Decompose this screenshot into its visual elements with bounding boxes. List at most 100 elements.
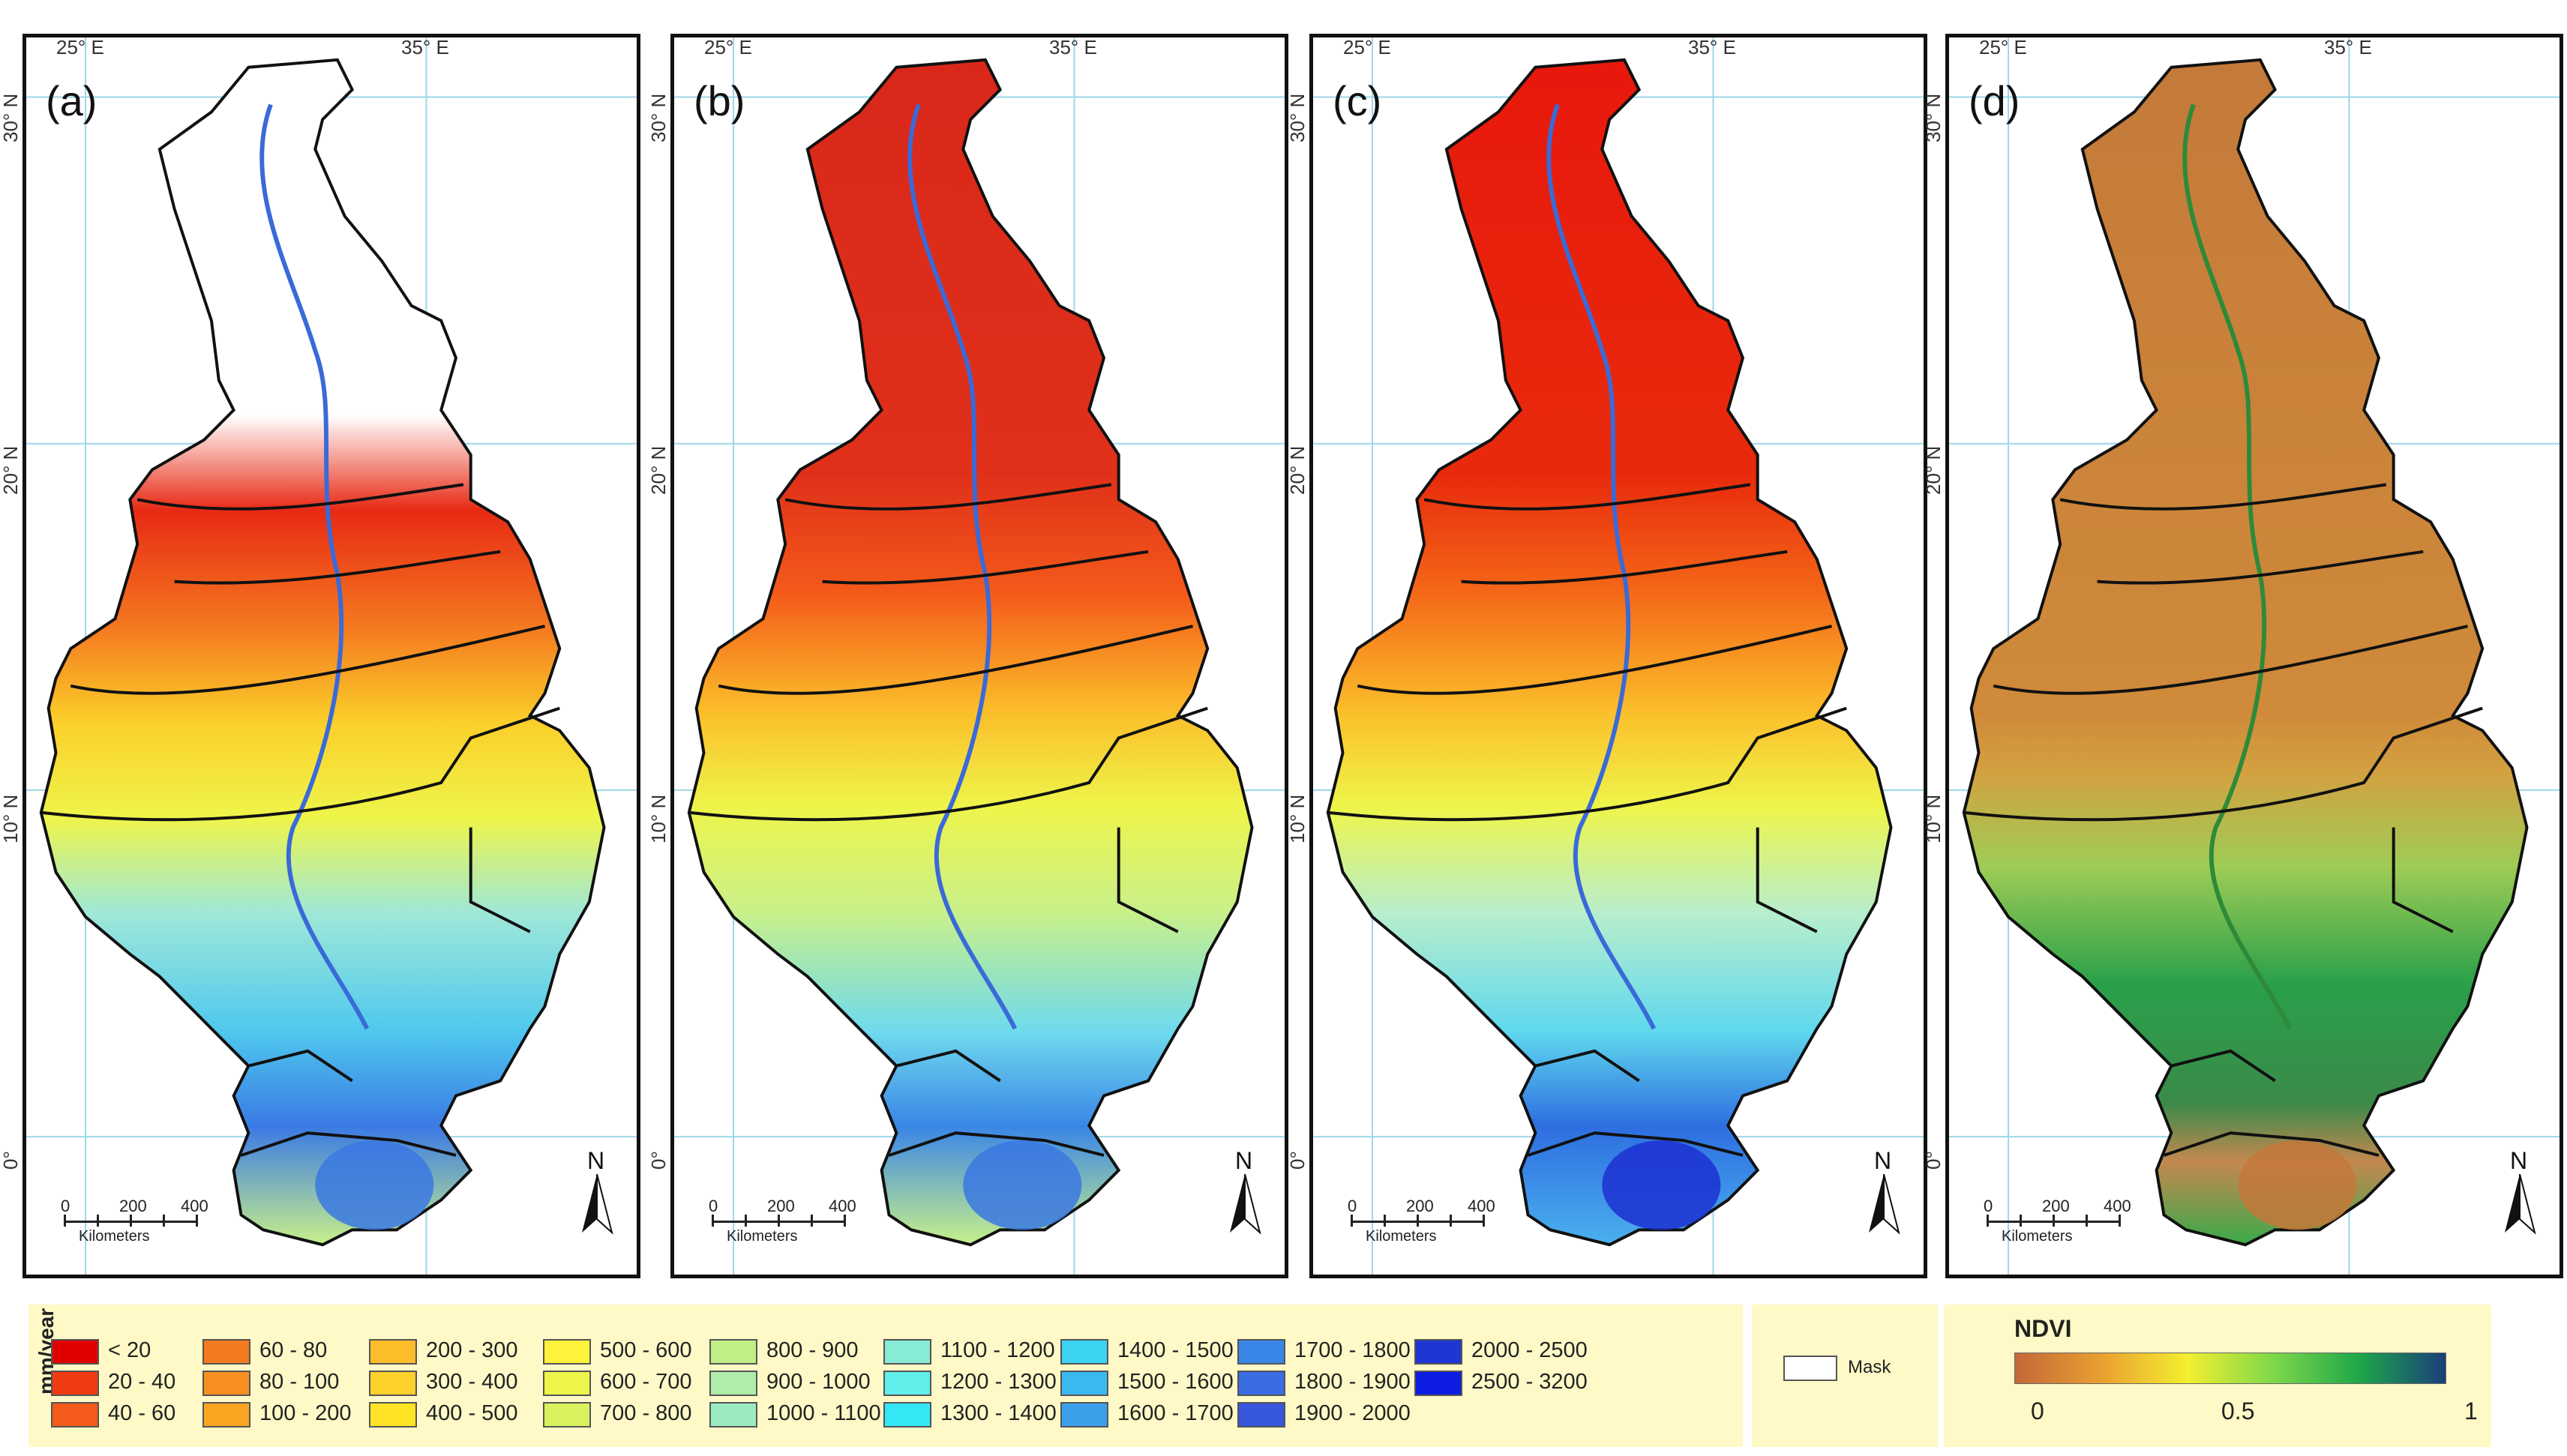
- legend-class-label: 1400 - 1500: [1117, 1338, 1234, 1362]
- lat-label-0: 0°: [0, 1151, 22, 1170]
- lon-label-35: 35° E: [1688, 36, 1736, 58]
- zone-boundary-4: [1963, 706, 2483, 822]
- scale-tick-400: 400: [181, 1197, 208, 1215]
- scale-unit: Kilometers: [2002, 1228, 2073, 1245]
- zone-boundary-7: [888, 1131, 1105, 1157]
- legend-swatch: [202, 1371, 250, 1396]
- ndvi-title: NDVI: [2014, 1315, 2072, 1342]
- legend-swatch: [202, 1339, 250, 1365]
- legend-swatch: [883, 1402, 931, 1428]
- north-label: N: [2510, 1147, 2528, 1174]
- scale-tick-200: 200: [2042, 1197, 2070, 1215]
- lat-label-20: 20° N: [0, 445, 22, 495]
- legend-swatch: [1414, 1371, 1462, 1396]
- legend-class-label: 700 - 800: [600, 1401, 692, 1425]
- legend-class-label: 1300 - 1400: [940, 1401, 1057, 1425]
- scale-bar: 0 200 400 Kilometers: [1348, 1197, 1501, 1245]
- legend-class-label: 1800 - 1900: [1294, 1370, 1411, 1394]
- legend-class-label: 40 - 60: [108, 1401, 176, 1425]
- scale-tick-200: 200: [119, 1197, 147, 1215]
- legend-swatch: [709, 1339, 757, 1365]
- scale-tick-0: 0: [709, 1197, 718, 1215]
- legend-class-label: 1900 - 2000: [1294, 1401, 1411, 1425]
- scale-unit: Kilometers: [79, 1228, 150, 1245]
- zone-boundary-5: [469, 827, 531, 933]
- map-canvas: [1313, 37, 1924, 1275]
- scale-bar: 0 200 400 Kilometers: [1984, 1197, 2137, 1245]
- legend-class-label: 2500 - 3200: [1471, 1370, 1588, 1394]
- legend-swatch: [1060, 1371, 1108, 1396]
- legend-class-label: 60 - 80: [259, 1338, 328, 1362]
- scale-unit: Kilometers: [1366, 1228, 1437, 1245]
- legend-swatch: [369, 1371, 417, 1396]
- north-arrow-icon: [1230, 1174, 1261, 1234]
- legend-swatch: [369, 1402, 417, 1428]
- scale-tick-400: 400: [1468, 1197, 1495, 1215]
- legend-class-label: 300 - 400: [426, 1370, 518, 1394]
- legend-class-label: 1700 - 1800: [1294, 1338, 1411, 1362]
- scale-tick-200: 200: [767, 1197, 795, 1215]
- legend-swatch: [51, 1339, 99, 1365]
- north-arrow: N: [578, 1147, 616, 1234]
- scale-bar: 0 200 400 Kilometers: [61, 1197, 214, 1245]
- ndvi-tick-1: 1: [2464, 1398, 2478, 1425]
- legend-swatch: [709, 1371, 757, 1396]
- legend-swatch: [543, 1371, 591, 1396]
- legend-class-label: 400 - 500: [426, 1401, 518, 1425]
- lat-label-30: 30° N: [1286, 93, 1309, 142]
- lat-label-0: 0°: [1922, 1151, 1945, 1170]
- north-arrow: N: [1226, 1147, 1264, 1234]
- legend-swatch: [709, 1402, 757, 1428]
- north-arrow-icon: [1869, 1174, 1900, 1234]
- legend-class-label: 20 - 40: [108, 1370, 176, 1394]
- zone-boundary-3: [718, 625, 1193, 695]
- legend-class-label: 2000 - 2500: [1471, 1338, 1588, 1362]
- legend-class-label: 900 - 1000: [766, 1370, 871, 1394]
- lat-label-20: 20° N: [1286, 445, 1309, 495]
- legend-swatch: [1237, 1402, 1285, 1428]
- lat-label-30: 30° N: [0, 93, 22, 142]
- scale-tick-0: 0: [61, 1197, 70, 1215]
- zone-boundary-7: [240, 1131, 457, 1157]
- legend-class-label: 500 - 600: [600, 1338, 692, 1362]
- lat-label-20: 20° N: [1922, 445, 1945, 495]
- scale-tick-0: 0: [1984, 1197, 1993, 1215]
- mask-legend: Mask: [1752, 1305, 1938, 1447]
- legend-swatch: [543, 1339, 591, 1365]
- basin-area: [39, 58, 606, 1247]
- zone-boundary-1: [1423, 483, 1751, 511]
- legend-swatch: [1060, 1339, 1108, 1365]
- panel-label: (c): [1333, 77, 1382, 124]
- zone-boundary-1: [2059, 483, 2387, 511]
- zone-boundary-3: [1993, 625, 2468, 695]
- ndvi-colorbar: [2014, 1353, 2446, 1384]
- legend-class-label: 100 - 200: [259, 1401, 352, 1425]
- zone-boundary-4: [40, 706, 560, 822]
- scale-bar: 0 200 400 Kilometers: [709, 1197, 862, 1245]
- zone-boundary-5: [1117, 827, 1179, 933]
- zone-boundary-3: [70, 625, 545, 695]
- lat-label-10: 10° N: [1922, 794, 1945, 843]
- lake-victoria: [1602, 1140, 1721, 1230]
- zone-boundary-6: [1534, 1049, 1640, 1083]
- precipitation-legend: mm/year < 20 20 - 40 40 - 60 60 - 80 80 - 10…: [28, 1305, 1743, 1447]
- zone-boundary-2: [2097, 550, 2424, 585]
- legend-swatch: [1237, 1339, 1285, 1365]
- ndvi-tick-0-5: 0.5: [2221, 1398, 2255, 1425]
- basin-area: [687, 58, 1254, 1247]
- map-canvas: [26, 37, 637, 1275]
- legend-swatch: [883, 1371, 931, 1396]
- lat-label-10: 10° N: [0, 794, 22, 843]
- legend-class-label: < 20: [108, 1338, 151, 1362]
- ndvi-tick-0: 0: [2031, 1398, 2044, 1425]
- lon-label-25: 25° E: [56, 36, 104, 58]
- basin-area: [1962, 58, 2529, 1247]
- zone-boundary-1: [136, 483, 464, 511]
- legend-class-label: 1000 - 1100: [766, 1401, 881, 1425]
- zone-boundary-7: [1527, 1131, 1744, 1157]
- zone-boundary-5: [2392, 827, 2454, 933]
- legend-class-label: 1500 - 1600: [1117, 1370, 1234, 1394]
- north-arrow: N: [2501, 1147, 2539, 1234]
- map-canvas: [674, 37, 1285, 1275]
- lon-label-25: 25° E: [1979, 36, 2027, 58]
